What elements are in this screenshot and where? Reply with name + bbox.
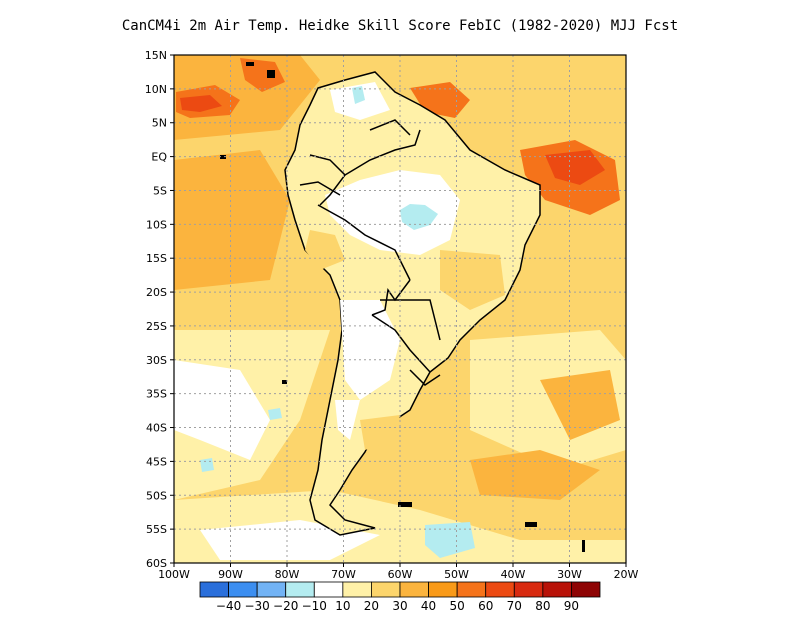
colorbar-swatch xyxy=(542,581,572,598)
lat-label: 20S xyxy=(146,286,167,299)
colorbar-label: 30 xyxy=(392,599,407,613)
lat-label: 15S xyxy=(146,252,167,265)
lat-label: 60S xyxy=(146,557,167,570)
ocean-neutral-west xyxy=(174,360,270,460)
land-neutral-central xyxy=(340,300,400,400)
negative-skill-south-atlantic xyxy=(425,522,475,558)
lat-label: 45S xyxy=(146,455,167,468)
colorbar-label: −30 xyxy=(244,599,269,613)
lat-label: 10N xyxy=(145,83,167,96)
ocean-low-skill-east xyxy=(470,330,626,470)
colorbar-label: 10 xyxy=(335,599,350,613)
lon-label: 50W xyxy=(444,568,469,581)
gridlines xyxy=(174,55,626,563)
lon-label: 60W xyxy=(388,568,413,581)
colorbar-swatch xyxy=(485,581,515,598)
ocean-mid-north xyxy=(174,55,320,140)
lat-label: 30S xyxy=(146,354,167,367)
hotspot-east-pacific-core xyxy=(180,95,222,112)
lat-label: 50S xyxy=(146,489,167,502)
colorbar-swatch xyxy=(256,581,287,598)
colorbar-label: 50 xyxy=(450,599,465,613)
lat-label: 35S xyxy=(146,388,167,401)
colorbar: −40 −30 −20 −10 10 20 30 40 50 60 70 80 90 xyxy=(199,581,601,613)
colorbar-label: 60 xyxy=(478,599,493,613)
colorbar-swatch xyxy=(428,581,458,598)
colorbar-swatch xyxy=(371,581,401,598)
colorbar-swatch xyxy=(228,581,258,598)
islands xyxy=(220,62,585,552)
axis-labels: 15N 10N 5N EQ 5S 10S 15S 20S 25S 30S 35S 40S 45S 50S 5… xyxy=(145,49,639,581)
colorbar-label: 90 xyxy=(564,599,579,613)
ocean-mid-pacific xyxy=(174,150,290,290)
colorbar-swatch xyxy=(456,581,487,598)
hotspot-atlantic-core xyxy=(545,150,605,185)
colorbar-swatch xyxy=(199,581,229,598)
lat-label: 10S xyxy=(146,218,167,231)
colorbar-label: −40 xyxy=(216,599,241,613)
negative-skill-pacific xyxy=(200,458,214,472)
lon-label: 40W xyxy=(501,568,526,581)
lon-label: 80W xyxy=(275,568,300,581)
lat-label: 15N xyxy=(145,49,167,62)
lat-label: 25S xyxy=(146,320,167,333)
colorbar-label: 40 xyxy=(421,599,436,613)
lat-label: 40S xyxy=(146,422,167,435)
lat-label: 5S xyxy=(153,184,167,197)
colorbar-swatch xyxy=(285,581,315,598)
negative-skill-amazon xyxy=(400,204,438,230)
ocean-mid-southeast xyxy=(470,450,600,500)
lon-label: 20W xyxy=(614,568,639,581)
lat-label: 55S xyxy=(146,523,167,536)
lon-label: 70W xyxy=(331,568,356,581)
negative-skill-north xyxy=(352,86,365,104)
ocean-mid-east xyxy=(540,370,620,440)
colorbar-swatch xyxy=(571,581,601,598)
negative-skill-pacific-2 xyxy=(268,408,282,420)
colorbar-swatch xyxy=(342,581,372,598)
hotspot-central-america xyxy=(240,58,285,92)
land-mid-andes xyxy=(305,230,345,270)
colorbar-swatch xyxy=(513,581,544,598)
chart-title: CanCM4i 2m Air Temp. Heidke Skill Score … xyxy=(121,18,679,34)
land-mid-patagonia xyxy=(360,415,400,450)
land-neutral-south xyxy=(335,400,360,440)
lon-label: 90W xyxy=(218,568,243,581)
land-neutral-amazon xyxy=(325,170,460,255)
colorbar-label: 20 xyxy=(364,599,379,613)
lon-label: 100W xyxy=(158,568,190,581)
lon-label: 30W xyxy=(557,568,582,581)
colorbar-label: 70 xyxy=(507,599,522,613)
map-field xyxy=(174,55,626,563)
colorbar-label: −20 xyxy=(273,599,298,613)
colorbar-label: 80 xyxy=(535,599,550,613)
lat-label: 5N xyxy=(152,117,167,130)
colorbar-swatch xyxy=(399,581,429,598)
colorbar-label: −10 xyxy=(302,599,327,613)
colorbar-swatch xyxy=(313,581,344,598)
lat-label: EQ xyxy=(151,151,167,164)
